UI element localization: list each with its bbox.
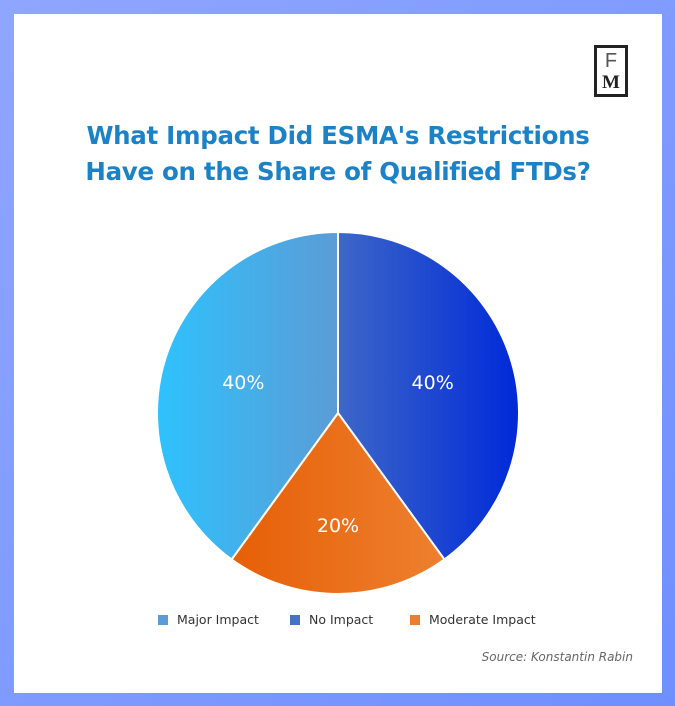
chart-title-line-1: What Impact Did ESMA's Restrictions bbox=[86, 121, 590, 150]
legend-swatch-moderate-impact bbox=[410, 614, 420, 625]
data-label-major-impact: 40% bbox=[222, 372, 264, 394]
logo-letter-m: M bbox=[602, 72, 620, 93]
legend-item-major-impact: Major Impact bbox=[158, 612, 259, 627]
legend-swatch-no-impact bbox=[290, 614, 300, 625]
legend-item-moderate-impact: Moderate Impact bbox=[410, 612, 536, 627]
source-note: Source: Konstantin Rabin bbox=[481, 650, 633, 664]
chart-legend: Major Impact No Impact Moderate Impact bbox=[0, 612, 675, 632]
fm-logo: F M bbox=[594, 45, 628, 97]
legend-swatch-major-impact bbox=[158, 614, 168, 625]
data-label-moderate-impact: 20% bbox=[317, 515, 359, 537]
legend-item-no-impact: No Impact bbox=[290, 612, 373, 627]
legend-label-moderate-impact: Moderate Impact bbox=[429, 612, 536, 627]
pie-slice-major-impact bbox=[156, 230, 339, 561]
legend-label-major-impact: Major Impact bbox=[177, 612, 259, 627]
data-label-no-impact: 40% bbox=[412, 372, 454, 394]
pie-slice-no-impact bbox=[337, 230, 520, 561]
legend-label-no-impact: No Impact bbox=[309, 612, 374, 627]
pie-slice-moderate-impact bbox=[230, 411, 446, 595]
chart-title-line-2: Have on the Share of Qualified FTDs? bbox=[85, 157, 591, 186]
logo-letter-f: F bbox=[604, 50, 618, 72]
